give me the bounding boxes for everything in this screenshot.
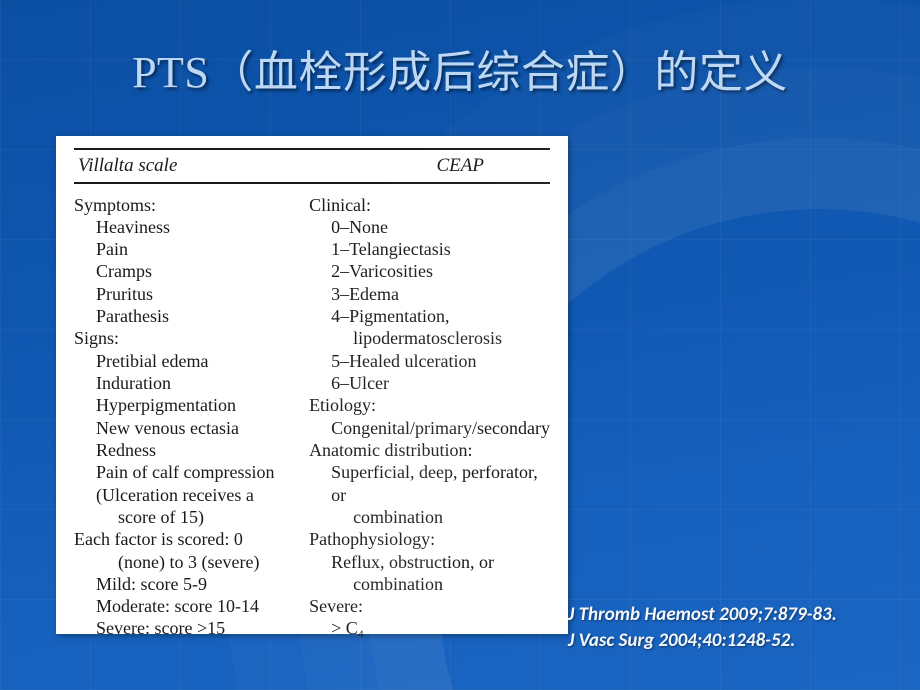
list-item: Severe: <box>309 595 550 617</box>
table-body: Symptoms:HeavinessPainCrampsPruritusPara… <box>74 194 550 640</box>
list-item: Each factor is scored: 0 <box>74 528 303 550</box>
list-item: combination <box>353 506 550 528</box>
list-item: combination <box>353 573 550 595</box>
list-item: 5–Healed ulceration <box>331 350 550 372</box>
list-item: > C₄ <box>331 617 550 639</box>
list-item: Pain of calf compression <box>96 461 303 483</box>
list-item: 0–None <box>331 216 550 238</box>
list-item: 4–Pigmentation, <box>331 305 550 327</box>
table-header-row: Villalta scale CEAP <box>74 154 550 180</box>
list-item: 3–Edema <box>331 283 550 305</box>
list-item: New venous ectasia <box>96 417 303 439</box>
citations-block: J Thromb Haemost 2009;7:879-83. J Vasc S… <box>568 601 898 654</box>
list-item: Clinical: <box>309 194 550 216</box>
top-rule <box>74 148 550 150</box>
list-item: Etiology: <box>309 394 550 416</box>
list-item: (Ulceration receives a <box>96 484 303 506</box>
list-item: score of 15) <box>118 506 303 528</box>
slide: PTS（血栓形成后综合症）的定义 Villalta scale CEAP Sym… <box>0 0 920 690</box>
list-item: Congenital/primary/secondary <box>331 417 550 439</box>
header-ceap: CEAP <box>437 154 547 178</box>
list-item: Parathesis <box>96 305 303 327</box>
list-item: Superficial, deep, perforator, or <box>331 461 550 506</box>
list-item: Cramps <box>96 260 303 282</box>
list-item: Pain <box>96 238 303 260</box>
list-item: (none) to 3 (severe) <box>118 551 303 573</box>
list-item: Pathophysiology: <box>309 528 550 550</box>
list-item: 2–Varicosities <box>331 260 550 282</box>
list-item: Anatomic distribution: <box>309 439 550 461</box>
header-villalta: Villalta scale <box>78 154 177 178</box>
villalta-column: Symptoms:HeavinessPainCrampsPruritusPara… <box>74 194 303 640</box>
citation-line: J Thromb Haemost 2009;7:879-83. <box>568 603 898 628</box>
list-item: Moderate: score 10-14 <box>96 595 303 617</box>
list-item: Severe: score >15 <box>96 617 303 639</box>
scale-table-panel: Villalta scale CEAP Symptoms:HeavinessPa… <box>56 136 568 634</box>
list-item: Signs: <box>74 327 303 349</box>
list-item: lipodermatosclerosis <box>353 327 550 349</box>
list-item: Symptoms: <box>74 194 303 216</box>
list-item: Hyperpigmentation <box>96 394 303 416</box>
list-item: 1–Telangiectasis <box>331 238 550 260</box>
bottom-rule <box>74 182 550 184</box>
citation-line: J Vasc Surg 2004;40:1248-52. <box>568 629 898 654</box>
ceap-column: Clinical:0–None1–Telangiectasis2–Varicos… <box>309 194 550 640</box>
list-item: Reflux, obstruction, or <box>331 551 550 573</box>
list-item: Pruritus <box>96 283 303 305</box>
list-item: 6–Ulcer <box>331 372 550 394</box>
list-item: Heaviness <box>96 216 303 238</box>
list-item: Pretibial edema <box>96 350 303 372</box>
list-item: Redness <box>96 439 303 461</box>
list-item: Induration <box>96 372 303 394</box>
slide-title: PTS（血栓形成后综合症）的定义 <box>0 36 920 100</box>
list-item: Mild: score 5-9 <box>96 573 303 595</box>
